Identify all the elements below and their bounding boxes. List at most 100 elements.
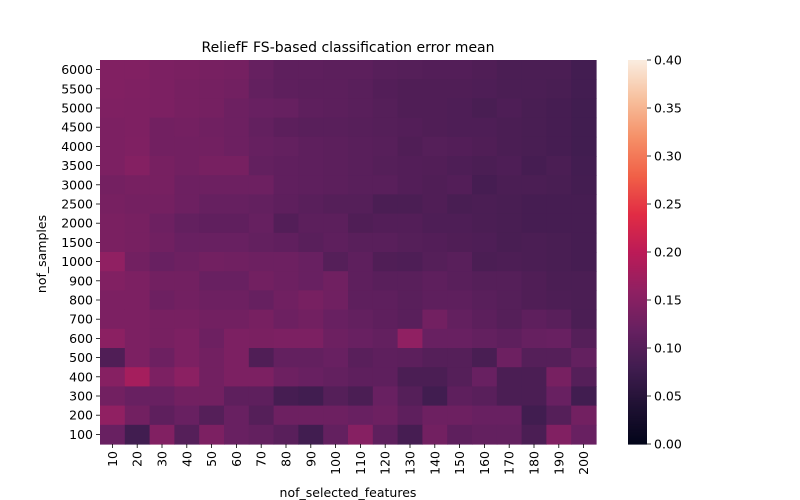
heatmap-cell <box>348 367 374 387</box>
heatmap-cell <box>521 348 547 368</box>
heatmap-cell <box>248 194 275 215</box>
heatmap-cell <box>422 309 448 330</box>
y-tick-label: 1000 <box>61 254 93 269</box>
heatmap-cell <box>273 290 299 311</box>
colorbar-segment <box>628 296 647 299</box>
heatmap-cell <box>298 60 324 80</box>
colorbar-segment <box>628 212 647 215</box>
heatmap-cell <box>199 252 225 272</box>
heatmap-cell <box>174 213 200 234</box>
heatmap-cell <box>447 117 473 138</box>
colorbar-segment <box>628 76 647 79</box>
colorbar-segment <box>628 144 647 147</box>
heatmap-cell <box>521 156 547 176</box>
colorbar-segment <box>628 222 647 225</box>
heatmap-cell <box>447 386 473 407</box>
colorbar-segment <box>628 124 647 127</box>
heatmap-cell <box>496 175 523 195</box>
heatmap-cell <box>447 405 473 426</box>
x-tick-label: 140 <box>427 451 442 475</box>
heatmap-cell <box>472 194 498 215</box>
heatmap-cell <box>323 386 349 407</box>
heatmap-cell <box>124 213 151 234</box>
heatmap-cell <box>224 213 250 234</box>
heatmap-cell <box>372 213 399 234</box>
heatmap-cell <box>124 232 151 253</box>
colorbar-segment <box>628 262 647 265</box>
colorbar <box>628 60 647 445</box>
colorbar-segment <box>628 352 647 355</box>
heatmap-cell <box>447 367 473 387</box>
heatmap-cell <box>124 175 151 195</box>
heatmap-cell <box>397 175 423 195</box>
heatmap-cell <box>472 309 498 330</box>
y-tick-label: 3000 <box>61 177 93 192</box>
colorbar-segment <box>628 278 647 281</box>
heatmap-cell <box>100 175 126 195</box>
colorbar-segment <box>628 204 647 207</box>
heatmap-cell <box>199 175 225 195</box>
colorbar-segment <box>628 84 647 87</box>
heatmap-cell <box>273 424 299 445</box>
heatmap-cell <box>447 309 473 330</box>
heatmap-cell <box>546 79 572 99</box>
heatmap-cell <box>199 79 225 99</box>
heatmap-cell <box>224 252 250 272</box>
heatmap-cell <box>224 98 250 119</box>
x-axis-ticks: 10 20 30 40 50 60 70 80 90 100 110 120 130 140 150 160 1… <box>105 444 591 475</box>
heatmap-cell <box>372 405 399 426</box>
heatmap-cell <box>397 367 423 387</box>
colorbar-segment <box>628 304 647 307</box>
colorbar-segment <box>628 102 647 105</box>
colorbar-segment <box>628 440 647 443</box>
colorbar-segment <box>628 92 647 95</box>
heatmap-cell <box>100 348 126 368</box>
heatmap-cell <box>174 136 200 157</box>
colorbar-segment <box>628 216 647 219</box>
colorbar-tick-label: 0.15 <box>654 293 682 308</box>
heatmap-cell <box>124 309 151 330</box>
heatmap-cell <box>496 367 523 387</box>
heatmap-cell <box>447 232 473 253</box>
heatmap-cell <box>224 117 250 138</box>
heatmap-cell <box>298 98 324 119</box>
heatmap-cell <box>248 136 275 157</box>
heatmap-cell <box>372 367 399 387</box>
heatmap-cell <box>348 424 374 445</box>
colorbar-segment <box>628 420 647 423</box>
y-tick-label: 6000 <box>61 62 93 77</box>
colorbar-segment <box>628 334 647 337</box>
heatmap-cell <box>447 290 473 311</box>
y-tick-label: 900 <box>69 273 93 288</box>
heatmap-cell <box>224 367 250 387</box>
heatmap-cell <box>496 232 523 253</box>
heatmap-cell <box>199 386 225 407</box>
heatmap-cell <box>323 213 349 234</box>
heatmap-cell <box>298 232 324 253</box>
colorbar-segment <box>628 398 647 401</box>
colorbar-segment <box>628 386 647 389</box>
heatmap-cell <box>372 156 399 176</box>
colorbar-segment <box>628 428 647 431</box>
heatmap-cell <box>149 252 175 272</box>
heatmap-cell <box>273 348 299 368</box>
heatmap-cell <box>248 271 275 291</box>
heatmap-cell <box>100 290 126 311</box>
colorbar-segment <box>628 78 647 81</box>
heatmap-cell <box>447 424 473 445</box>
colorbar-segment <box>628 240 647 243</box>
colorbar-segment <box>628 254 647 257</box>
heatmap-cell <box>224 309 250 330</box>
colorbar-segment <box>628 340 647 343</box>
colorbar-segment <box>628 80 647 83</box>
heatmap-cell <box>397 194 423 215</box>
heatmap-cell <box>546 424 572 445</box>
heatmap-cell <box>496 117 523 138</box>
heatmap-cell <box>174 290 200 311</box>
heatmap-cell <box>521 175 547 195</box>
y-tick-label: 400 <box>69 369 93 384</box>
heatmap-cell <box>397 213 423 234</box>
colorbar-segment <box>628 384 647 387</box>
heatmap-cell <box>546 367 572 387</box>
colorbar-segment <box>628 106 647 109</box>
